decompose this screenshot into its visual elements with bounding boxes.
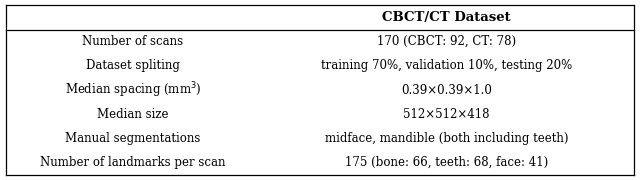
Text: Median size: Median size: [97, 108, 168, 121]
Text: Dataset spliting: Dataset spliting: [86, 59, 180, 72]
Text: Number of scans: Number of scans: [82, 35, 184, 48]
Text: 175 (bone: 66, teeth: 68, face: 41): 175 (bone: 66, teeth: 68, face: 41): [345, 156, 548, 169]
Text: Manual segmentations: Manual segmentations: [65, 132, 200, 145]
Text: 0.39×0.39×1.0: 0.39×0.39×1.0: [401, 84, 492, 96]
Text: 170 (CBCT: 92, CT: 78): 170 (CBCT: 92, CT: 78): [377, 35, 516, 48]
Text: CBCT/CT Dataset: CBCT/CT Dataset: [382, 11, 511, 24]
Text: Median spacing (mm$^3$): Median spacing (mm$^3$): [65, 80, 201, 100]
Text: training 70%, validation 10%, testing 20%: training 70%, validation 10%, testing 20…: [321, 59, 572, 72]
Text: midface, mandible (both including teeth): midface, mandible (both including teeth): [324, 132, 568, 145]
Text: Number of landmarks per scan: Number of landmarks per scan: [40, 156, 225, 169]
Text: 512×512×418: 512×512×418: [403, 108, 490, 121]
